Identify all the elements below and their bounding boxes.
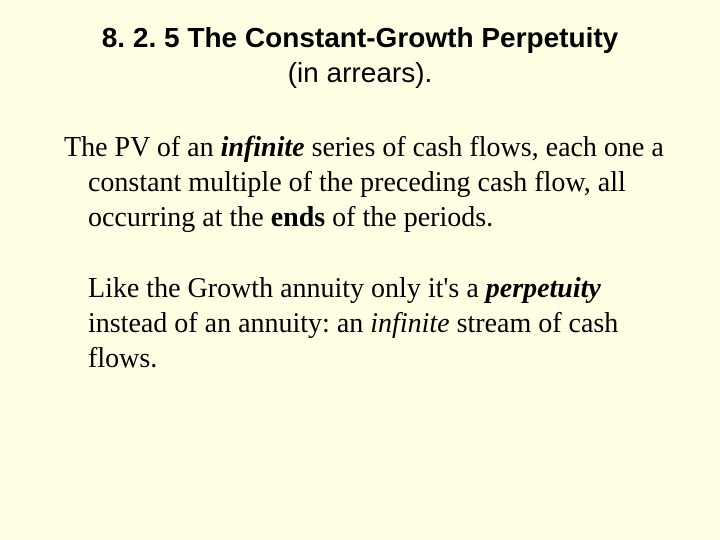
paragraph-2: Like the Growth annuity only it's a perp… [88, 271, 670, 376]
p1-run1: The PV of an [64, 132, 221, 163]
p2-run2-perpetuity: perpetuity [486, 273, 601, 304]
p2-run1: Like the Growth annuity only it's a [88, 273, 486, 304]
p1-run2-infinite: infinite [221, 132, 305, 163]
p2-run4-infinite: infinite [370, 308, 449, 339]
p1-run4-ends: ends [271, 202, 325, 233]
p1-run5: of the periods. [325, 202, 493, 233]
title-bold-line: 8. 2. 5 The Constant-Growth Perpetuity [102, 22, 619, 53]
slide-title: 8. 2. 5 The Constant-Growth Perpetuity (… [50, 20, 670, 90]
slide: 8. 2. 5 The Constant-Growth Perpetuity (… [0, 0, 720, 540]
title-regular-line: (in arrears). [288, 57, 433, 88]
paragraph-1: The PV of an infinite series of cash flo… [88, 130, 670, 235]
p2-run3: instead of an annuity: an [88, 308, 370, 339]
